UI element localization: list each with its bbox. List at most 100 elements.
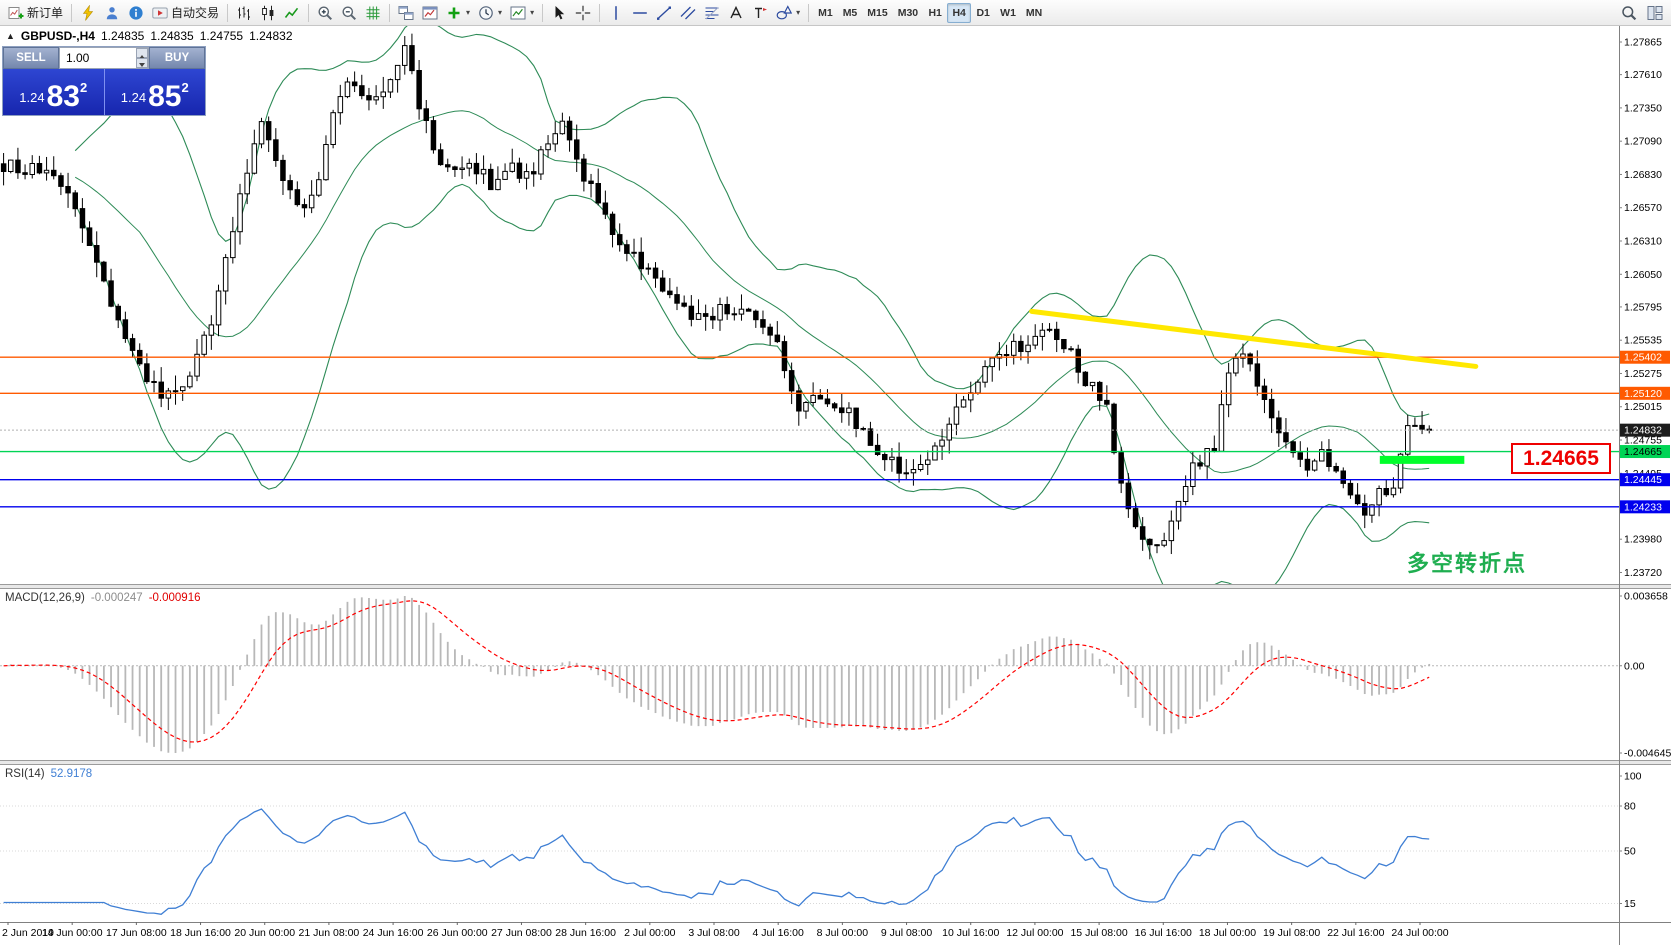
autotrading-button[interactable]: 自动交易 (148, 2, 223, 24)
timeframe-m1-button[interactable]: M1 (813, 3, 838, 23)
bid-price-big: 83 (46, 80, 80, 113)
new-order-button[interactable]: 新订单 (4, 2, 67, 24)
timeframe-h4-button[interactable]: H4 (947, 2, 972, 23)
chart-window[interactable]: 1.27865 1.27610 1.27350 1.27090 1.26830 1.265… (0, 26, 1671, 945)
time-axis-label: 4 Jul 16:00 (752, 927, 804, 939)
timeframe-m30-button[interactable]: M30 (893, 3, 923, 23)
dropdown-caret-icon: ▾ (530, 8, 535, 17)
templates-button[interactable]: ▾ (506, 2, 538, 24)
price-scale[interactable]: 1.27865 1.27610 1.27350 1.27090 1.26830 1.265… (1619, 36, 1671, 910)
volume-increase-button[interactable] (136, 48, 148, 59)
sell-button[interactable]: SELL (3, 47, 59, 69)
bar-open-value: 1.24835 (100, 29, 145, 43)
price-tick-label: 1.26830 (1624, 169, 1662, 181)
grid-button[interactable] (361, 2, 385, 24)
time-axis-label: 16 Jul 16:00 (1135, 927, 1192, 939)
channel-button[interactable] (676, 2, 700, 24)
toolbar-separator (808, 3, 810, 22)
time-axis-label: 12 Jul 00:00 (1006, 927, 1063, 939)
yellow-trendline[interactable] (1029, 308, 1479, 369)
horizontal-line-button[interactable] (628, 2, 652, 24)
crosshair-button[interactable] (571, 2, 595, 24)
line-chart-button[interactable] (280, 2, 304, 24)
dropdown-caret-icon: ▾ (498, 8, 503, 17)
text-button[interactable] (724, 2, 748, 24)
toolbar-separator (71, 3, 73, 22)
shapes-button[interactable]: ▾ (772, 2, 804, 24)
ask-price-pip: 2 (181, 80, 189, 95)
panel-splitter[interactable] (0, 584, 1671, 589)
new-window-button[interactable] (1643, 2, 1667, 24)
timeframe-w1-button[interactable]: W1 (995, 3, 1021, 23)
cursor-button[interactable] (547, 2, 571, 24)
shapes-icon (776, 4, 793, 19)
ask-price-display[interactable]: 1.24 85 2 (104, 69, 205, 115)
toolbar-right-group (1617, 2, 1667, 24)
bid-price-display[interactable]: 1.24 83 2 (3, 69, 105, 115)
zoom-in-button[interactable] (313, 2, 337, 24)
toolbar: 新订单 自动交易 ▾ ▾ ▾ ▾ M1 M5 M15 M30 H1 H4 D1 W1 MN (0, 0, 1671, 26)
timeframe-m15-button[interactable]: M15 (862, 3, 892, 23)
fibonacci-button[interactable] (700, 2, 724, 24)
price-tick-label: 1.24755 (1624, 435, 1662, 447)
label-button[interactable] (748, 2, 772, 24)
indicators-button[interactable]: ▾ (442, 2, 474, 24)
timeframe-h1-button[interactable]: H1 (923, 3, 947, 23)
tile-windows-button[interactable] (394, 2, 418, 24)
price-tick-label: 1.27865 (1624, 36, 1662, 48)
price-level-badge-label: 1.24665 (1624, 446, 1662, 458)
chart-window-button[interactable] (418, 2, 442, 24)
time-axis-label: 3 Jul 08:00 (688, 927, 740, 939)
time-axis-label: 24 Jul 00:00 (1391, 927, 1448, 939)
time-axis-label: 14 Jun 00:00 (42, 927, 103, 939)
price-level-badge-label: 1.24233 (1624, 501, 1662, 513)
toolbar-separator (227, 3, 229, 22)
template-icon (510, 6, 526, 19)
panel-splitter[interactable] (0, 760, 1671, 765)
candlesticks (0, 33, 1432, 560)
zoom-out-button[interactable] (337, 2, 361, 24)
macd-name: MACD(12,26,9) (5, 592, 85, 604)
volume-field (59, 47, 149, 69)
vertical-line-button[interactable] (604, 2, 628, 24)
one-click-collapse-icon[interactable]: ▲ (6, 31, 15, 41)
layout-icon (1647, 5, 1663, 20)
bar-high-value: 1.24835 (150, 29, 194, 43)
text-icon (730, 5, 742, 18)
chart-canvas[interactable]: 1.27865 1.27610 1.27350 1.27090 1.26830 1.265… (0, 26, 1671, 945)
bid-price-pip: 2 (79, 80, 88, 95)
info-icon (129, 5, 143, 20)
time-axis-label: 2 Jun 2019 (2, 927, 54, 939)
news-button[interactable] (124, 2, 148, 24)
price-tick-label: 1.27610 (1624, 69, 1662, 81)
symbol-period-label: GBPUSD-,H4 (20, 29, 95, 43)
charts-popup-button[interactable] (76, 2, 100, 24)
buy-button[interactable]: BUY (149, 47, 205, 69)
toolbar-left-group: 新订单 自动交易 ▾ ▾ ▾ ▾ M1 M5 M15 M30 H1 H4 D1 W1 MN (4, 0, 1617, 25)
turning-point-note[interactable]: 多空转折点 (1407, 551, 1528, 576)
macd-axis-label: -0.004645 (1624, 748, 1671, 760)
zoom-in-icon (318, 6, 333, 20)
time-axis-label: 9 Jul 08:00 (881, 927, 933, 939)
candle-chart-button[interactable] (256, 2, 280, 24)
timeframe-m5-button[interactable]: M5 (838, 3, 863, 23)
price-callout-box[interactable]: 1.24665 (1511, 442, 1611, 474)
price-tick-label: 1.23980 (1624, 534, 1662, 546)
price-level-badge-label: 1.25120 (1624, 388, 1662, 400)
timeframe-d1-button[interactable]: D1 (971, 3, 995, 23)
rsi-name: RSI(14) (5, 768, 45, 780)
community-button[interactable] (100, 2, 124, 24)
trendline-icon (657, 6, 672, 20)
volume-input[interactable] (60, 48, 148, 68)
price-tick-label: 1.26570 (1624, 202, 1662, 214)
periods-button[interactable]: ▾ (474, 2, 506, 24)
time-axis-label: 26 Jun 00:00 (427, 927, 488, 939)
trendline-button[interactable] (652, 2, 676, 24)
volume-decrease-button[interactable] (136, 58, 148, 68)
search-button[interactable] (1617, 2, 1641, 24)
timeframe-mn-button[interactable]: MN (1021, 3, 1047, 23)
channel-icon (680, 6, 696, 19)
plus-icon (448, 7, 460, 18)
bar-chart-button[interactable] (232, 2, 256, 24)
